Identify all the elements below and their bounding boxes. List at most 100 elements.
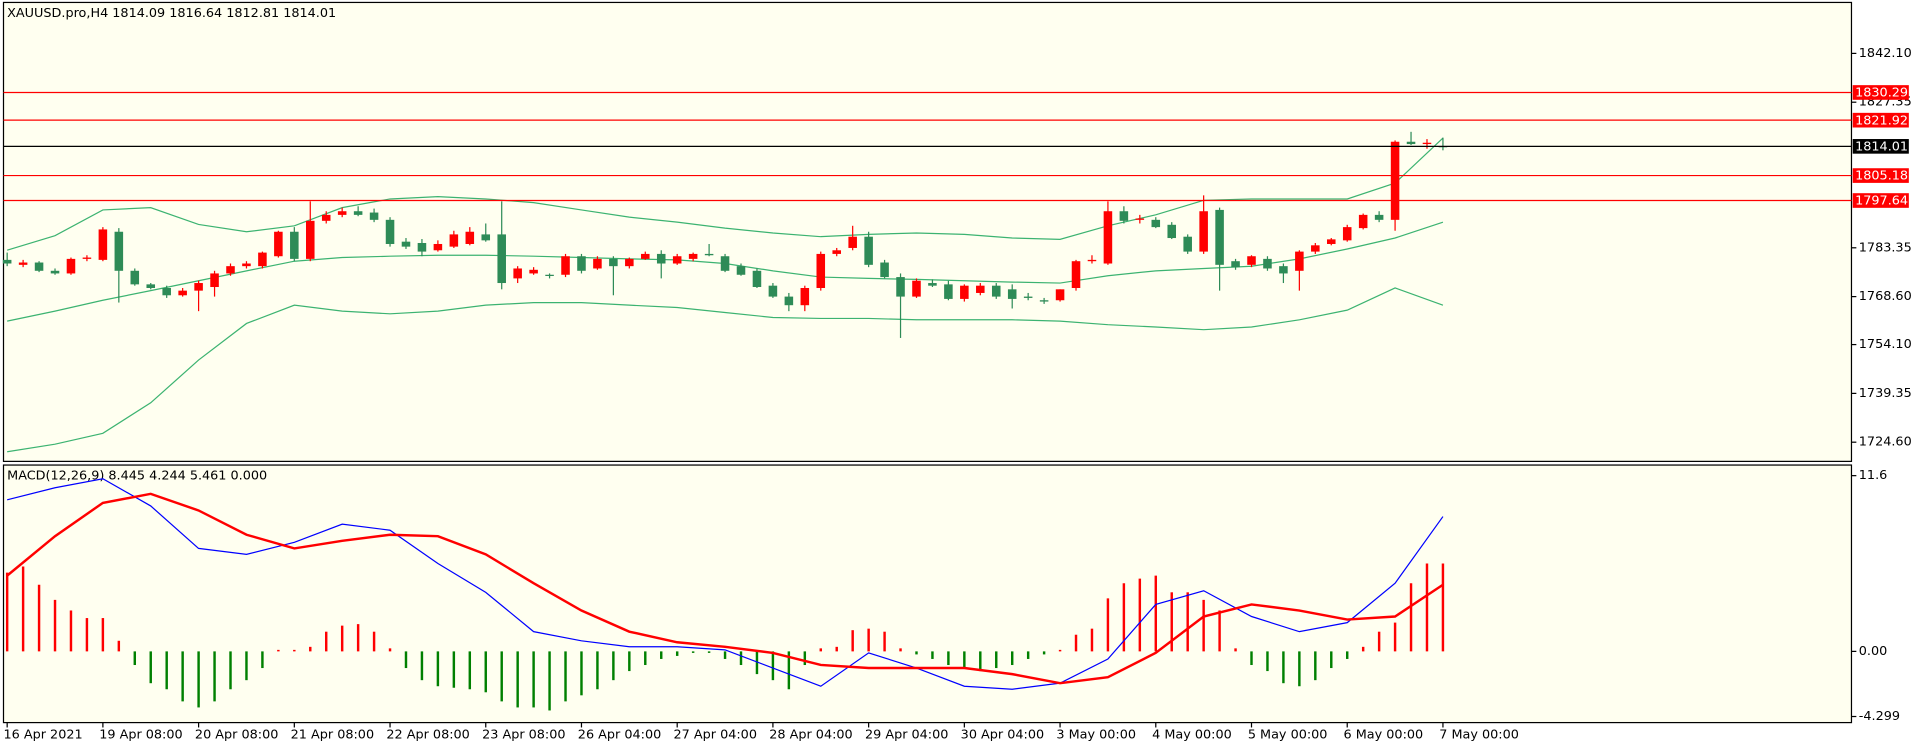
candle-body <box>290 231 299 259</box>
level-label: 1821.92 <box>1855 113 1908 128</box>
candle-body <box>561 256 570 275</box>
candle-body <box>258 252 267 267</box>
macd-pane <box>2 464 1853 724</box>
candle-body <box>784 296 794 306</box>
x-tick-label: 7 May 00:00 <box>1439 727 1519 742</box>
x-tick-label: 26 Apr 04:00 <box>578 727 661 742</box>
level-label-bg <box>1852 168 1909 183</box>
x-tick-label: 16 Apr 2021 <box>4 727 83 742</box>
candle-body <box>513 268 522 279</box>
candle-body <box>816 253 826 288</box>
candle-body <box>625 258 634 267</box>
candle-body <box>1358 214 1368 229</box>
level-label-bg <box>1852 85 1909 100</box>
candle-body <box>1135 218 1145 220</box>
candle-body <box>385 219 395 244</box>
candle-body <box>864 236 873 265</box>
y-tick-label: 1842.10 <box>1859 46 1912 61</box>
candle-body <box>1326 239 1336 244</box>
candle-body <box>1199 211 1208 252</box>
level-label: 1805.18 <box>1855 169 1908 184</box>
candle-body <box>641 253 650 259</box>
candle-body <box>162 287 171 296</box>
candle-body <box>1247 256 1256 265</box>
candle-body <box>1103 211 1113 264</box>
candle-body <box>704 253 714 256</box>
candle-body <box>720 256 730 271</box>
candle-body <box>481 234 491 241</box>
y-tick-label: 1724.60 <box>1859 435 1912 450</box>
macd-line <box>7 478 1444 690</box>
indicator-title: MACD(12,26,9) 8.445 4.244 5.461 0.000 <box>7 469 267 484</box>
y-tick-label: 1754.10 <box>1859 337 1912 352</box>
candle-body <box>274 231 283 257</box>
candle-body <box>1406 141 1416 145</box>
candle-body <box>1071 261 1081 288</box>
x-tick-label: 5 May 00:00 <box>1248 727 1328 742</box>
x-tick-label: 30 Apr 04:00 <box>961 727 1044 742</box>
candle-body <box>114 231 124 271</box>
x-tick-label: 23 Apr 08:00 <box>482 727 565 742</box>
candle-body <box>50 270 60 274</box>
candle-body <box>34 262 44 271</box>
level-label: 1814.01 <box>1855 139 1908 154</box>
candle-body <box>1215 209 1224 265</box>
candle-body <box>880 262 889 278</box>
candle-body <box>1119 211 1129 221</box>
candle-body <box>960 285 969 299</box>
candle-body <box>321 214 331 221</box>
y-tick-label: 1768.60 <box>1859 289 1912 304</box>
candle-body <box>1279 266 1288 274</box>
x-tick-label: 6 May 00:00 <box>1344 727 1424 742</box>
candle-body <box>656 253 666 264</box>
y-tick-label: -4.299 <box>1859 709 1900 724</box>
candle-body <box>736 266 746 275</box>
candle-body <box>593 258 602 269</box>
signal-line <box>6 492 1444 685</box>
y-tick-label: 1783.35 <box>1859 240 1912 255</box>
y-tick-label: 0.00 <box>1859 644 1888 659</box>
candle-body <box>944 284 953 299</box>
candle-body <box>242 263 251 267</box>
candle-body <box>768 285 778 297</box>
candle-body <box>1055 289 1065 301</box>
candle-body <box>609 258 618 267</box>
level-label: 1830.29 <box>1855 86 1908 101</box>
chart-title: XAUUSD.pro,H4 1814.09 1816.64 1812.81 18… <box>7 6 336 21</box>
candle-body <box>752 270 762 288</box>
candle-body <box>1023 296 1033 298</box>
candle-body <box>465 231 475 244</box>
candle-body <box>369 212 379 220</box>
candle-body <box>688 253 698 259</box>
x-tick-label: 20 Apr 08:00 <box>195 727 278 742</box>
level-label-bg <box>1852 193 1909 208</box>
candle-body <box>146 284 156 288</box>
candle-body <box>832 250 841 254</box>
y-tick-label: 1739.35 <box>1859 386 1912 401</box>
candle-body <box>2 259 12 264</box>
level-label-bg <box>1852 139 1909 154</box>
candle-body <box>1007 289 1017 299</box>
candle-body <box>1295 251 1304 271</box>
candle-body <box>353 211 363 215</box>
candle-body <box>497 234 506 284</box>
candle-body <box>130 270 140 285</box>
candle-body <box>1087 259 1097 262</box>
candle-body <box>178 290 187 296</box>
candle-body <box>417 242 427 252</box>
candle-body <box>976 285 985 293</box>
candle-body <box>1342 227 1352 241</box>
x-tick-label: 22 Apr 08:00 <box>386 727 469 742</box>
candle-body <box>1422 142 1432 145</box>
x-tick-label: 27 Apr 04:00 <box>674 727 757 742</box>
candle-body <box>545 274 554 276</box>
candle-body <box>1039 300 1049 302</box>
x-tick-label: 29 Apr 04:00 <box>865 727 948 742</box>
candle-body <box>896 277 905 297</box>
x-tick-label: 4 May 00:00 <box>1152 727 1232 742</box>
candle-body <box>991 285 1001 297</box>
candle-body <box>449 234 459 247</box>
level-label: 1797.64 <box>1855 194 1908 209</box>
